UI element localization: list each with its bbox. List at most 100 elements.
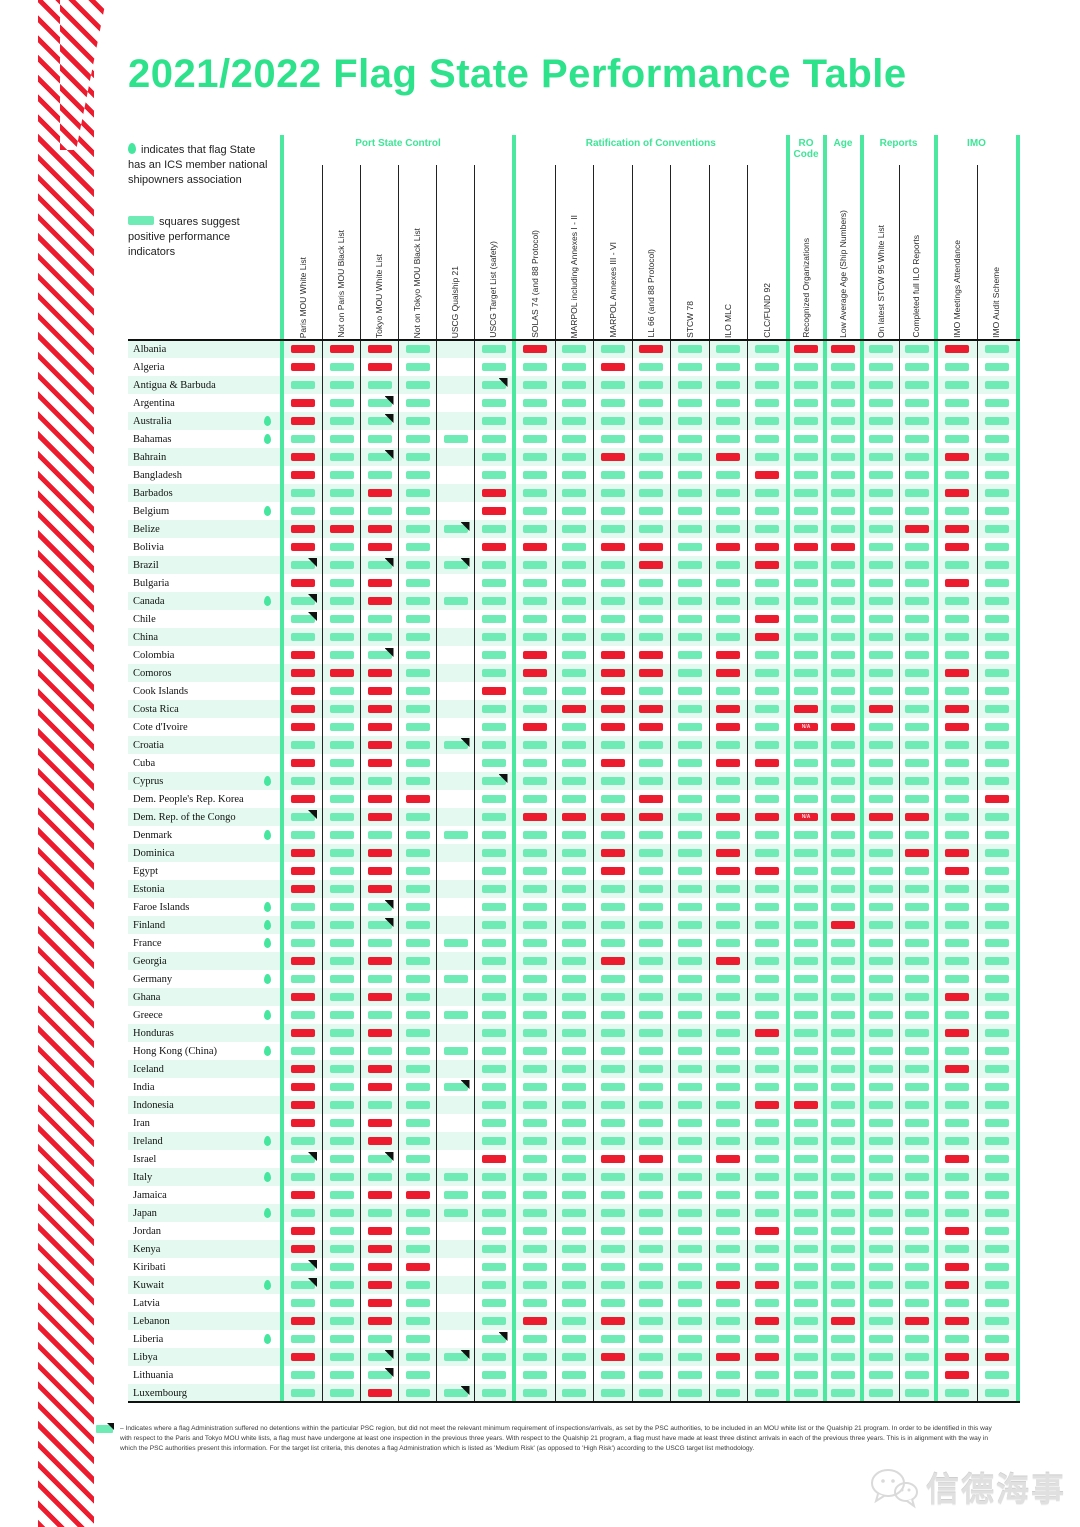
green-square: [291, 435, 315, 443]
cell: [789, 1078, 823, 1096]
cell: [474, 916, 512, 934]
red-square: [831, 921, 855, 929]
country-name: Iran: [133, 1117, 150, 1129]
green-square: [562, 939, 587, 947]
green-square: [329, 939, 354, 947]
green-square: [904, 345, 929, 353]
green-square: [523, 795, 548, 803]
cell: [789, 1060, 823, 1078]
cell: [631, 880, 670, 898]
red-square: [405, 795, 430, 803]
cell: [863, 1330, 899, 1348]
cell: [708, 1384, 747, 1402]
red-square: [904, 1317, 929, 1325]
green-square: [405, 507, 430, 515]
cell: [631, 1276, 670, 1294]
cell: [631, 916, 670, 934]
cell: [898, 1024, 934, 1042]
green-square: [984, 831, 1009, 839]
country-name: Kiribati: [133, 1261, 166, 1273]
green-square: [639, 1101, 664, 1109]
green-square: [405, 1335, 430, 1343]
green-square-with-triangle: [367, 918, 394, 929]
green-square: [984, 1173, 1009, 1181]
green-square: [904, 1371, 929, 1379]
cell: [631, 430, 670, 448]
green-square: [562, 1263, 587, 1271]
cell: [322, 1276, 360, 1294]
column-header: STCW 78: [670, 165, 709, 340]
green-square: [831, 651, 855, 659]
cell: [516, 1348, 555, 1366]
column-group-title: Port State Control: [355, 138, 441, 149]
cell: [863, 916, 899, 934]
cell: [747, 556, 786, 574]
cell: [789, 610, 823, 628]
green-square: [562, 975, 587, 983]
cell: [554, 664, 593, 682]
red-square: [754, 561, 779, 569]
green-square: [869, 1191, 893, 1199]
cell: [863, 772, 899, 790]
cell: [789, 988, 823, 1006]
cell: [516, 430, 555, 448]
cell: [398, 1258, 436, 1276]
column-header: Paris MOU White List: [284, 165, 322, 340]
red-square: [754, 1227, 779, 1235]
cell: [631, 1150, 670, 1168]
ics-dot-icon: [128, 143, 136, 154]
green-square: [904, 471, 929, 479]
green-square: [562, 1299, 587, 1307]
green-square: [794, 903, 818, 911]
cell: [708, 1132, 747, 1150]
cell: [436, 538, 474, 556]
green-square: [904, 921, 929, 929]
cell: [436, 1384, 474, 1402]
green-square: [794, 1155, 818, 1163]
cell: [631, 1204, 670, 1222]
cell: [516, 682, 555, 700]
cell: [593, 358, 632, 376]
green-square: [677, 1173, 702, 1181]
green-square: [716, 1371, 741, 1379]
country-name: Lebanon: [133, 1315, 170, 1327]
cell: [976, 610, 1016, 628]
cell: [436, 1024, 474, 1042]
cell: [937, 646, 977, 664]
triangle-note-icon: [384, 900, 394, 909]
cell: [937, 520, 977, 538]
green-square: [794, 795, 818, 803]
green-square: [904, 453, 929, 461]
ics-dot: [264, 434, 271, 444]
green-square: [481, 1137, 506, 1145]
green-square-with-triangle: [443, 522, 470, 533]
cell: [436, 340, 474, 358]
green-square: [329, 1191, 354, 1199]
green-square: [677, 1335, 702, 1343]
cell: [516, 700, 555, 718]
cell: [593, 1060, 632, 1078]
cell: [789, 880, 823, 898]
cell: [863, 1366, 899, 1384]
green-square: [329, 1011, 354, 1019]
cell: [976, 628, 1016, 646]
green-square: [754, 525, 779, 533]
red-square: [367, 579, 392, 587]
cell: [670, 430, 709, 448]
cell: [898, 340, 934, 358]
green-square: [600, 615, 625, 623]
cell: [708, 1150, 747, 1168]
green-square: [904, 651, 929, 659]
green-square: [677, 399, 702, 407]
cell: [474, 1348, 512, 1366]
green-square: [367, 381, 392, 389]
cell: [436, 736, 474, 754]
green-square: [716, 975, 741, 983]
cell: [670, 574, 709, 592]
column-header-label: Low Average Age (Ship Numbers): [838, 210, 848, 338]
cell: [747, 754, 786, 772]
cell: [322, 862, 360, 880]
green-square: [945, 1047, 969, 1055]
cell: [937, 1114, 977, 1132]
cell: [863, 790, 899, 808]
